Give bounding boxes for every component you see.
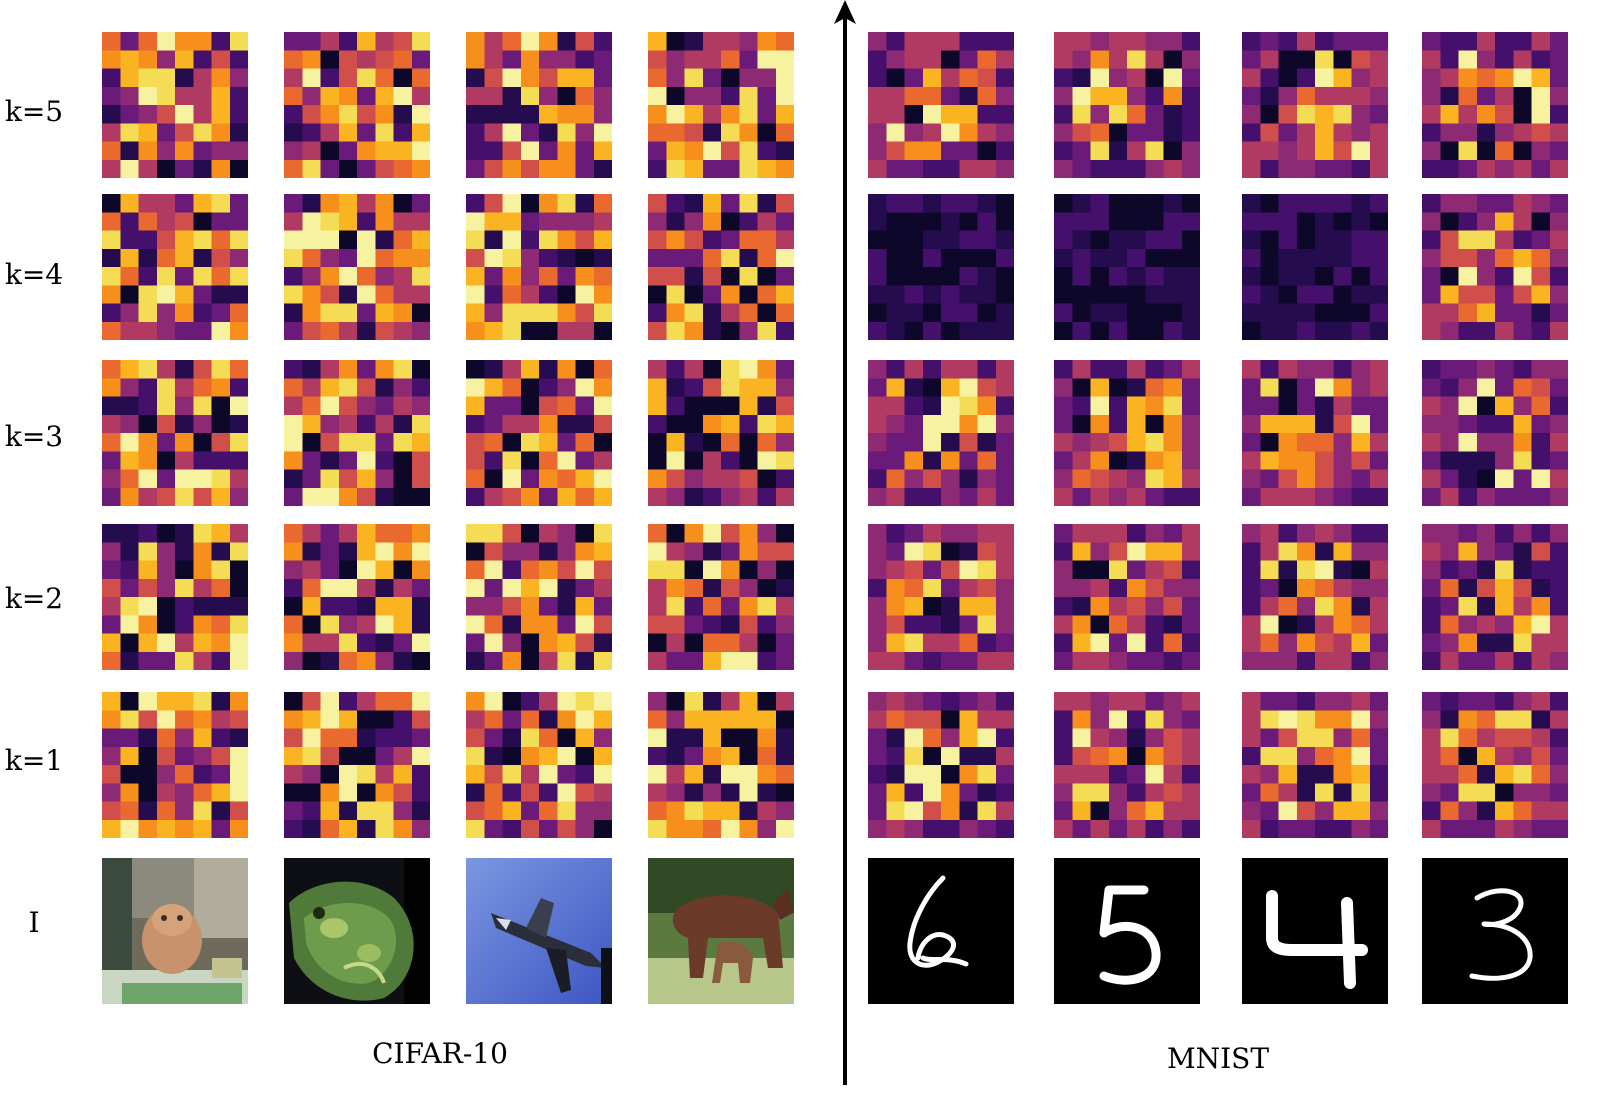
heatmap-k4-mnist-2	[1054, 194, 1200, 340]
heatmap-k5-cifar-4	[648, 32, 794, 178]
heatmap-k1-mnist-4	[1422, 692, 1568, 838]
heatmap-k2-cifar-3	[466, 524, 612, 670]
vertical-arrow-divider	[834, 0, 856, 1085]
row-label-k4: k=4	[4, 258, 64, 291]
input-image-cifar-frog	[284, 858, 430, 1004]
panel-caption-cifar: CIFAR-10	[372, 1037, 508, 1070]
heatmap-k5-cifar-3	[466, 32, 612, 178]
heatmap-k3-mnist-2	[1054, 360, 1200, 506]
heatmap-k5-cifar-1	[102, 32, 248, 178]
heatmap-k4-cifar-2	[284, 194, 430, 340]
heatmap-k4-cifar-1	[102, 194, 248, 340]
input-image-cifar-horse	[648, 858, 794, 1004]
heatmap-k1-mnist-3	[1242, 692, 1388, 838]
input-image-mnist-6	[868, 858, 1014, 1004]
heatmap-k4-mnist-4	[1422, 194, 1568, 340]
heatmap-k2-mnist-1	[868, 524, 1014, 670]
input-image-mnist-3	[1422, 858, 1568, 1004]
heatmap-k4-mnist-3	[1242, 194, 1388, 340]
heatmap-k5-mnist-4	[1422, 32, 1568, 178]
row-label-k5: k=5	[4, 95, 64, 128]
heatmap-k3-mnist-3	[1242, 360, 1388, 506]
heatmap-k4-cifar-4	[648, 194, 794, 340]
heatmap-k2-mnist-3	[1242, 524, 1388, 670]
heatmap-k5-mnist-1	[868, 32, 1014, 178]
input-image-cifar-hamster	[102, 858, 248, 1004]
heatmap-k1-cifar-1	[102, 692, 248, 838]
heatmap-k3-mnist-1	[868, 360, 1014, 506]
input-image-mnist-4	[1242, 858, 1388, 1004]
heatmap-k1-cifar-4	[648, 692, 794, 838]
heatmap-k3-mnist-4	[1422, 360, 1568, 506]
heatmap-k2-mnist-2	[1054, 524, 1200, 670]
heatmap-k4-mnist-1	[868, 194, 1014, 340]
heatmap-k1-cifar-3	[466, 692, 612, 838]
panel-caption-mnist: MNIST	[1166, 1042, 1270, 1075]
input-image-mnist-5	[1054, 858, 1200, 1004]
heatmap-k1-mnist-1	[868, 692, 1014, 838]
heatmap-k5-mnist-2	[1054, 32, 1200, 178]
heatmap-k1-cifar-2	[284, 692, 430, 838]
heatmap-k5-mnist-3	[1242, 32, 1388, 178]
heatmap-k2-mnist-4	[1422, 524, 1568, 670]
row-label-k3: k=3	[4, 420, 64, 453]
heatmap-k3-cifar-1	[102, 360, 248, 506]
heatmap-k2-cifar-1	[102, 524, 248, 670]
heatmap-k3-cifar-3	[466, 360, 612, 506]
row-label-k2: k=2	[4, 582, 64, 615]
heatmap-k2-cifar-2	[284, 524, 430, 670]
row-label-input: I	[28, 906, 40, 939]
heatmap-k4-cifar-3	[466, 194, 612, 340]
input-image-cifar-airplane	[466, 858, 612, 1004]
heatmap-k3-cifar-4	[648, 360, 794, 506]
heatmap-k3-cifar-2	[284, 360, 430, 506]
heatmap-k2-cifar-4	[648, 524, 794, 670]
row-label-k1: k=1	[4, 744, 64, 777]
heatmap-k5-cifar-2	[284, 32, 430, 178]
heatmap-k1-mnist-2	[1054, 692, 1200, 838]
